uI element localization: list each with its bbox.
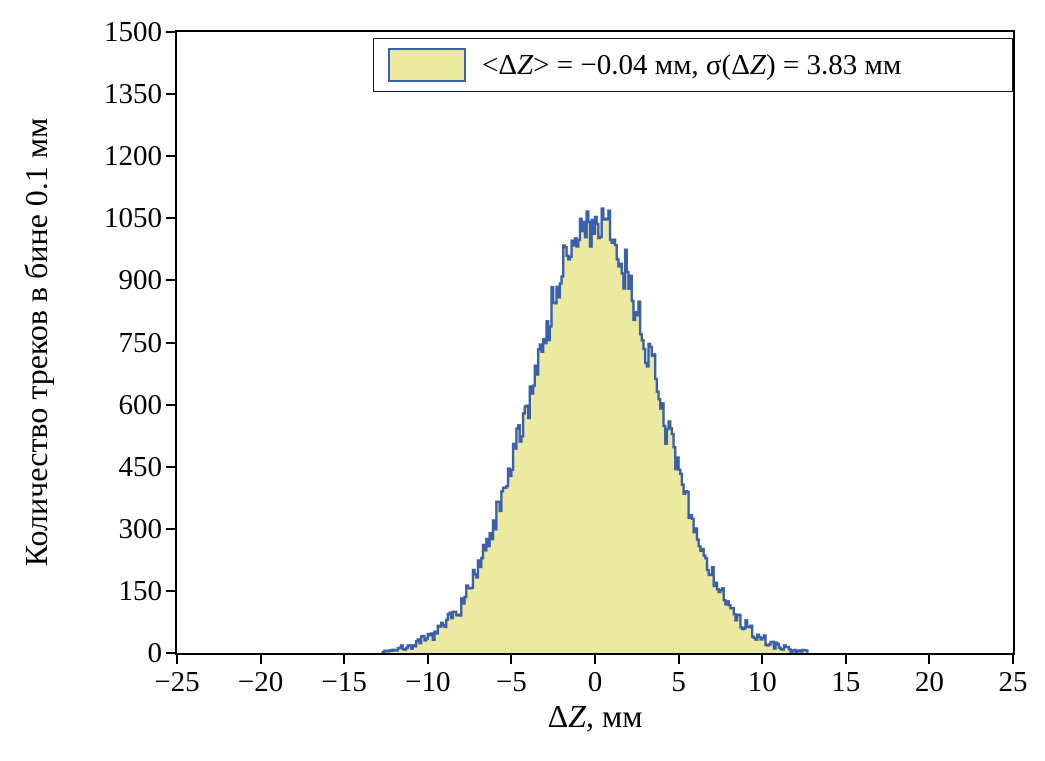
y-tick-label: 600	[118, 388, 163, 421]
x-tick	[928, 655, 931, 664]
legend-swatch	[388, 48, 466, 82]
y-tick	[166, 403, 175, 406]
x-tick-label: −15	[321, 666, 367, 698]
legend-label: <ΔZ> = −0.04 мм, σ(ΔZ) = 3.83 мм	[482, 48, 902, 81]
plot-area	[175, 30, 1015, 655]
y-tick-label: 1200	[104, 140, 162, 173]
y-tick	[166, 217, 175, 220]
x-tick	[426, 655, 429, 664]
x-tick	[677, 655, 680, 664]
histogram-svg	[381, 207, 809, 653]
x-tick-label: 15	[831, 666, 861, 698]
x-tick-label: 5	[671, 666, 686, 698]
x-tick	[1012, 655, 1014, 664]
x-tick-label: −5	[495, 666, 527, 698]
y-tick-label: 750	[118, 326, 163, 359]
x-tick-label: −10	[405, 666, 451, 698]
y-tick-label: 0	[147, 637, 163, 669]
y-tick-label: 1050	[104, 202, 162, 235]
x-tick	[594, 655, 596, 664]
y-tick	[166, 279, 175, 282]
y-tick-label: 1500	[104, 16, 162, 48]
x-tick-label: 10	[747, 666, 777, 698]
y-axis-label: Количество треков в бине 0.1 мм	[18, 117, 54, 567]
y-tick-label: 1350	[104, 78, 162, 111]
histogram-fill	[382, 208, 808, 653]
y-tick-label: 150	[118, 574, 163, 607]
x-tick-label: 0	[587, 666, 603, 698]
y-tick	[166, 652, 175, 654]
x-tick-label: −25	[154, 666, 200, 698]
y-tick-label: 450	[118, 450, 163, 483]
y-tick	[166, 31, 175, 33]
x-tick	[761, 655, 764, 664]
x-tick	[844, 655, 847, 664]
x-axis-label: ΔZ, мм	[547, 698, 643, 734]
y-tick	[166, 465, 175, 468]
y-tick-label: 300	[118, 512, 163, 545]
x-tick-label: 25	[998, 666, 1028, 698]
x-tick-label: −20	[237, 666, 284, 698]
x-tick	[259, 655, 262, 664]
x-tick	[176, 655, 178, 664]
legend: <ΔZ> = −0.04 мм, σ(ΔZ) = 3.83 мм	[373, 38, 1013, 92]
x-tick	[343, 655, 346, 664]
x-tick	[510, 655, 513, 664]
y-tick	[166, 93, 175, 96]
y-tick	[166, 155, 175, 158]
y-tick-label: 900	[118, 264, 163, 297]
y-tick	[166, 527, 175, 530]
y-tick	[166, 589, 175, 592]
y-tick	[166, 341, 175, 344]
histogram-outline	[381, 207, 809, 653]
x-tick-label: 20	[914, 666, 944, 698]
